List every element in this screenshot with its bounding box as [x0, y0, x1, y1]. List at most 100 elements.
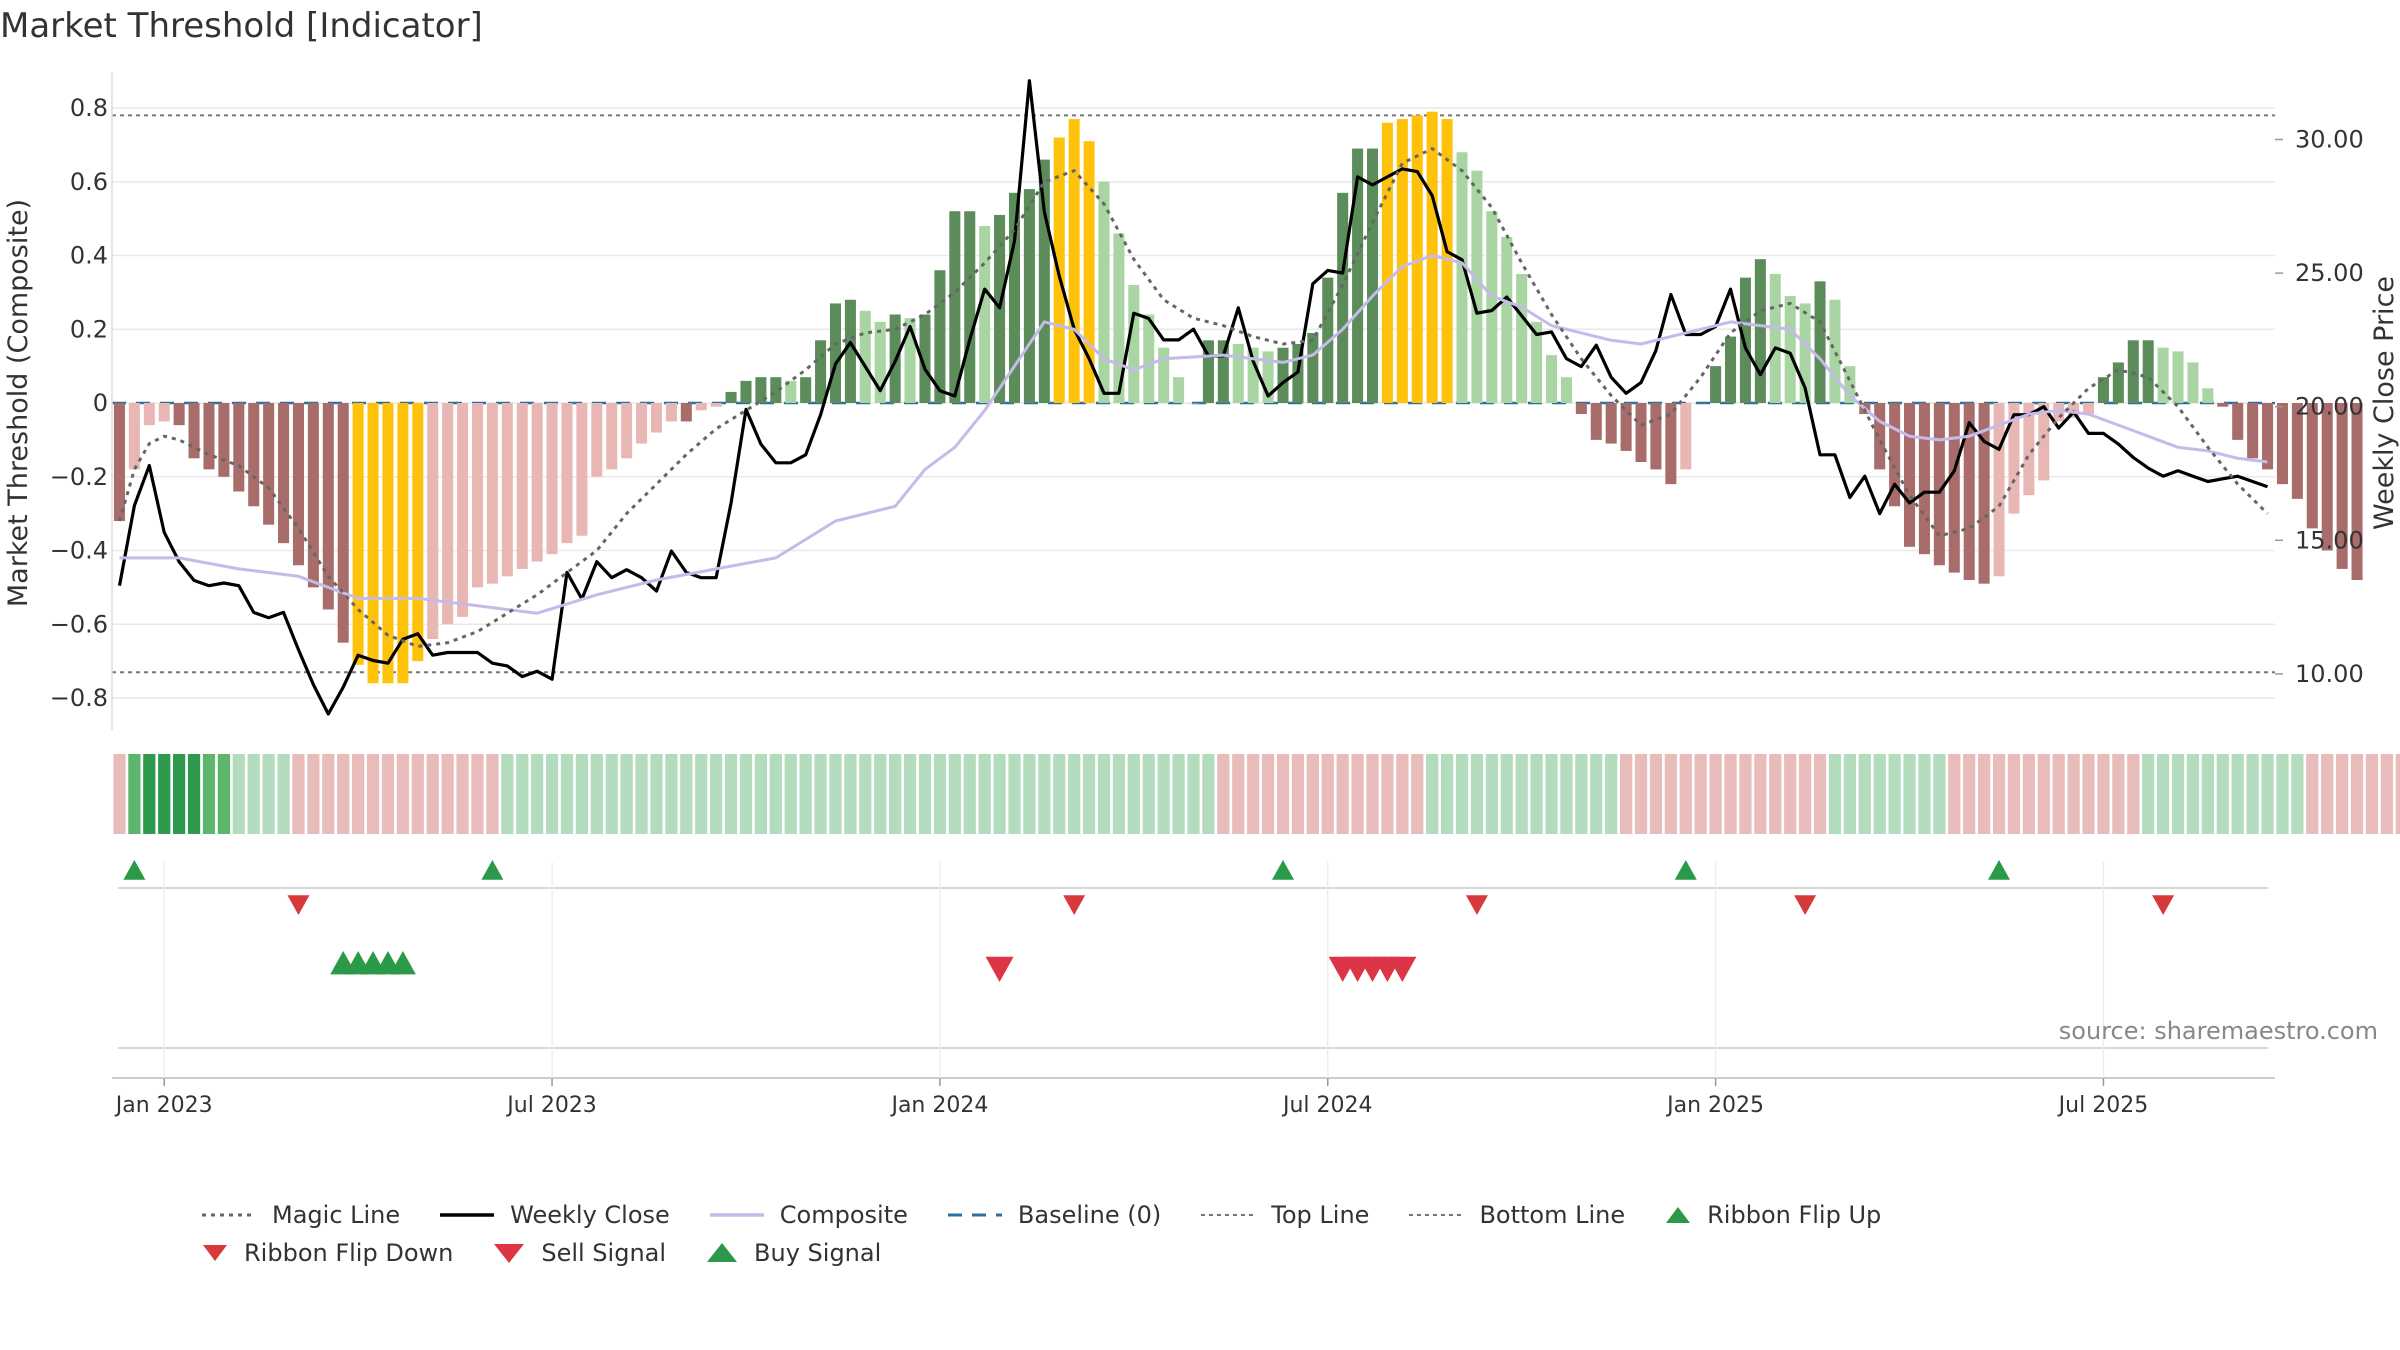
ribbon-cell: [1694, 754, 1707, 834]
ribbon-cell: [2097, 754, 2110, 834]
composite-bar: [606, 403, 618, 470]
buy-signal-marker: [389, 951, 416, 975]
ribbon-cell: [292, 754, 305, 834]
composite-bar: [1411, 115, 1423, 403]
ribbon-cell: [456, 754, 469, 834]
ribbon-cell: [202, 754, 216, 834]
ribbon-cell: [680, 754, 693, 834]
composite-bar: [158, 403, 170, 422]
y-tick-label: −0.2: [50, 463, 108, 491]
ribbon-cell: [1217, 754, 1230, 834]
ribbon-strip: [113, 754, 2400, 834]
ribbon-cell: [396, 754, 410, 834]
composite-bar: [2336, 403, 2348, 569]
ribbon-cell: [1187, 754, 1200, 834]
ribbon-cell: [1575, 754, 1588, 834]
composite-bar: [755, 377, 767, 403]
legend-label: Bottom Line: [1479, 1201, 1626, 1229]
composite-bar: [979, 226, 991, 403]
ribbon-cell: [1679, 754, 1692, 834]
x-tick-label: Jul 2023: [505, 1093, 597, 1118]
legend-item-magic-line: Magic Line: [200, 1201, 400, 1229]
composite-bar: [2112, 362, 2124, 403]
ribbon-flip-up-marker: [123, 860, 146, 880]
composite-bar: [1605, 403, 1617, 444]
ribbon-flip-down-marker: [1794, 895, 1817, 915]
ribbon-cell: [1023, 754, 1036, 834]
composite-bar: [1262, 351, 1274, 403]
composite-bar: [113, 403, 125, 521]
ribbon-cell: [2276, 754, 2289, 834]
y-tick-label: 0.6: [70, 168, 108, 196]
ribbon-cell: [1306, 754, 1319, 834]
ribbon-cell: [545, 754, 559, 834]
legend-item-weekly-close: Weekly Close: [438, 1201, 670, 1229]
composite-bar: [1068, 119, 1080, 403]
composite-bar: [397, 403, 409, 684]
ribbon-cell: [337, 754, 350, 834]
ribbon-cell: [2201, 754, 2214, 834]
composite-bar: [1158, 347, 1170, 403]
composite-bar: [278, 403, 290, 544]
composite-bar: [2083, 403, 2095, 415]
composite-bar: [442, 403, 454, 625]
composite-bar: [173, 403, 185, 426]
y-tick-label: 0.2: [70, 315, 108, 343]
ribbon-cell: [650, 754, 663, 834]
composite-bar: [1680, 403, 1692, 470]
ribbon-cell: [1366, 754, 1379, 834]
composite-bar: [621, 403, 633, 459]
x-tick-label: Jul 2024: [1281, 1093, 1373, 1118]
ribbon-cell: [1754, 754, 1767, 834]
ribbon-cell: [1798, 754, 1812, 834]
composite-bar: [2217, 403, 2229, 407]
composite-bar: [1710, 366, 1722, 403]
ribbon-cell: [1903, 754, 1916, 834]
right-y-axis-label: Weekly Close Price: [2369, 276, 2400, 530]
y2-tick-label: 10.00: [2295, 660, 2364, 688]
composite-bar: [770, 377, 782, 403]
composite-bar: [1665, 403, 1677, 485]
ribbon-cell: [1664, 754, 1677, 834]
series-lines: [117, 79, 2269, 716]
composite-bar: [1799, 303, 1811, 403]
ribbon-cell: [1291, 754, 1305, 834]
ribbon-cell: [2007, 754, 2021, 834]
ribbon-cell: [2380, 754, 2393, 834]
composite-bar: [710, 403, 722, 407]
ribbon-cell: [1888, 754, 1901, 834]
ribbon-cell: [1276, 754, 1290, 834]
ribbon-cell: [1321, 754, 1334, 834]
composite-bar: [218, 403, 230, 477]
ribbon-cell: [799, 754, 812, 834]
composite-bar: [1381, 122, 1393, 403]
ribbon-cell: [1127, 754, 1140, 834]
composite-bar: [1232, 344, 1244, 403]
ribbon-cell: [411, 754, 424, 834]
composite-bar: [1814, 281, 1826, 403]
composite-bar: [2202, 388, 2214, 403]
composite-bar: [1963, 403, 1975, 580]
ribbon-cell: [2350, 754, 2364, 834]
ribbon-cell: [724, 754, 738, 834]
ribbon-cell: [1008, 754, 1021, 834]
composite-bar: [2157, 347, 2169, 403]
ribbon-cell: [1619, 754, 1633, 834]
ribbon-cell: [262, 754, 275, 834]
composite-bar: [1277, 347, 1289, 403]
composite-bar: [1366, 148, 1379, 403]
ribbon-cell: [1261, 754, 1275, 834]
dashed-blue-line-icon: [947, 1213, 1002, 1217]
ribbon-cell: [560, 754, 574, 834]
ribbon-cell: [516, 754, 529, 834]
legend-row-2: Ribbon Flip Down Sell Signal Buy Signal: [200, 1234, 2300, 1272]
ribbon-cell: [1933, 754, 1946, 834]
ribbon-cell: [993, 754, 1006, 834]
ribbon-cell: [2082, 754, 2095, 834]
ribbon-cell: [948, 754, 961, 834]
composite-bar: [233, 403, 245, 492]
legend: Magic Line Weekly Close Composite Baseli…: [200, 1196, 2300, 1272]
legend-item-sell-signal: Sell Signal: [491, 1239, 666, 1267]
ribbon-cell: [2231, 754, 2244, 834]
